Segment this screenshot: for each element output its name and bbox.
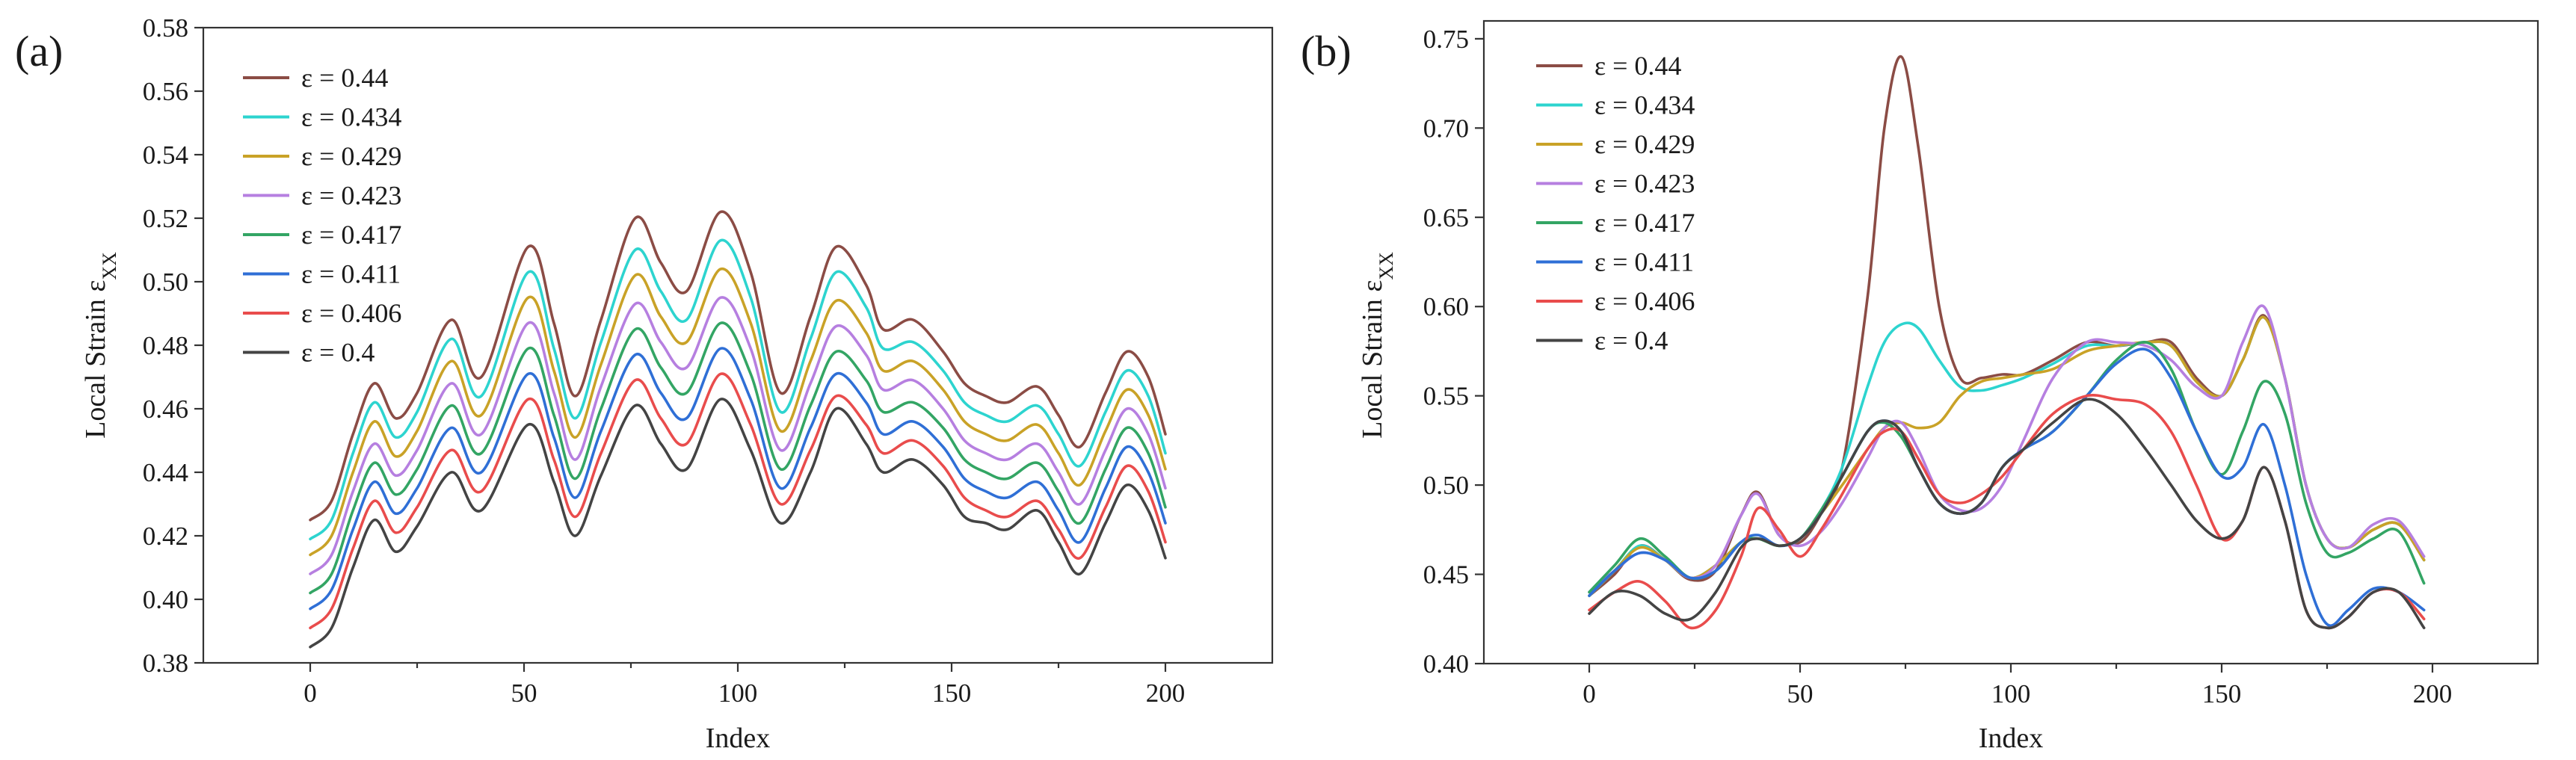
legend-label: ε = 0.429 — [1594, 129, 1695, 159]
y-tick-label: 0.60 — [1423, 292, 1469, 321]
panel-a: (a) 0 50 100 150 200 0.38 0.40 0.42 0.44 0.46 0.48… — [15, 13, 1274, 754]
panel-b-label: (b) — [1301, 27, 1352, 75]
y-tick-label: 0.70 — [1423, 114, 1469, 143]
x-tick-label: 0 — [303, 679, 317, 708]
panel-a-ylabel-subscript: XX — [99, 252, 120, 280]
y-tick-label: 0.52 — [143, 204, 188, 233]
panel-a-ticks: 0 50 100 150 200 0.38 0.40 0.42 0.44 0.46 0.48 0.50… — [143, 13, 1186, 708]
y-tick-label: 0.38 — [143, 649, 188, 678]
y-tick-label: 0.58 — [143, 13, 188, 43]
legend-label: ε = 0.411 — [301, 259, 401, 289]
x-tick-label: 50 — [1787, 679, 1814, 708]
legend-label: ε = 0.44 — [1594, 51, 1681, 81]
panel-a-label: (a) — [15, 27, 63, 75]
x-tick-label: 50 — [511, 679, 537, 708]
legend-label: ε = 0.417 — [301, 220, 401, 250]
y-tick-label: 0.65 — [1423, 203, 1469, 232]
panel-b-ylabel-subscript: XX — [1375, 252, 1397, 280]
x-tick-label: 100 — [1991, 679, 2031, 708]
y-tick-label: 0.50 — [1423, 471, 1469, 500]
series-line-4 — [1588, 341, 2426, 594]
series-line-4 — [309, 321, 1167, 595]
y-tick-label: 0.40 — [143, 585, 188, 614]
y-tick-label: 0.42 — [143, 522, 188, 551]
panel-b-legend: ε = 0.44 ε = 0.434 ε = 0.429 ε = 0.423 ε = 0… — [1536, 51, 1695, 356]
series-line-5 — [309, 347, 1167, 611]
panel-a-ylabel-main: Local Strain ε — [80, 280, 111, 439]
series-line-1 — [309, 238, 1167, 541]
series-line-0 — [309, 210, 1167, 522]
legend-label: ε = 0.423 — [301, 181, 401, 211]
series-line-3 — [1588, 304, 2426, 594]
panel-b-xlabel: Index — [1979, 723, 2044, 754]
x-tick-label: 200 — [2413, 679, 2453, 708]
panel-a-series-lines — [309, 210, 1167, 649]
y-tick-label: 0.56 — [143, 77, 188, 106]
series-line-7 — [309, 398, 1167, 649]
legend-label: ε = 0.417 — [1594, 208, 1695, 238]
panel-b-ylabel-main: Local Strain ε — [1357, 280, 1388, 439]
panel-a-ylabel: Local Strain εXX — [80, 252, 120, 439]
panel-b-ticks: 0 50 100 150 200 0.40 0.45 0.50 0.55 0.60 0.65 0.70… — [1423, 25, 2453, 708]
legend-label: ε = 0.4 — [1594, 326, 1668, 356]
series-line-0 — [1588, 55, 2426, 597]
y-tick-label: 0.48 — [143, 331, 188, 360]
series-line-2 — [309, 268, 1167, 557]
series-line-3 — [309, 296, 1167, 575]
y-tick-label: 0.44 — [143, 458, 188, 487]
legend-label: ε = 0.4 — [301, 338, 375, 368]
x-tick-label: 150 — [2202, 679, 2242, 708]
panel-b-ylabel: Local Strain εXX — [1357, 252, 1397, 439]
panel-b-series-lines — [1588, 55, 2426, 630]
y-tick-label: 0.45 — [1423, 560, 1469, 590]
legend-label: ε = 0.429 — [301, 141, 401, 171]
legend-label: ε = 0.44 — [301, 63, 388, 93]
legend-label: ε = 0.406 — [1594, 286, 1695, 316]
legend-label: ε = 0.434 — [1594, 90, 1695, 120]
x-tick-label: 150 — [932, 679, 972, 708]
panel-b: (b) 0 50 100 150 200 0.40 0.45 0.50 0.55 0.60 0.65… — [1301, 19, 2539, 754]
y-tick-label: 0.50 — [143, 268, 188, 297]
y-tick-label: 0.46 — [143, 395, 188, 424]
panel-a-xlabel: Index — [706, 723, 771, 754]
y-tick-label: 0.54 — [143, 140, 188, 170]
series-line-6 — [309, 372, 1167, 630]
legend-label: ε = 0.434 — [301, 102, 401, 132]
legend-label: ε = 0.411 — [1594, 247, 1694, 277]
x-tick-label: 100 — [718, 679, 758, 708]
series-line-7 — [1588, 398, 2426, 630]
panel-a-legend: ε = 0.44 ε = 0.434 ε = 0.429 ε = 0.423 ε = 0… — [243, 63, 401, 368]
y-tick-label: 0.75 — [1423, 25, 1469, 54]
y-tick-label: 0.40 — [1423, 649, 1469, 679]
x-tick-label: 200 — [1146, 679, 1186, 708]
x-tick-label: 0 — [1583, 679, 1596, 708]
legend-label: ε = 0.423 — [1594, 169, 1695, 199]
legend-label: ε = 0.406 — [301, 298, 401, 328]
y-tick-label: 0.55 — [1423, 382, 1469, 411]
